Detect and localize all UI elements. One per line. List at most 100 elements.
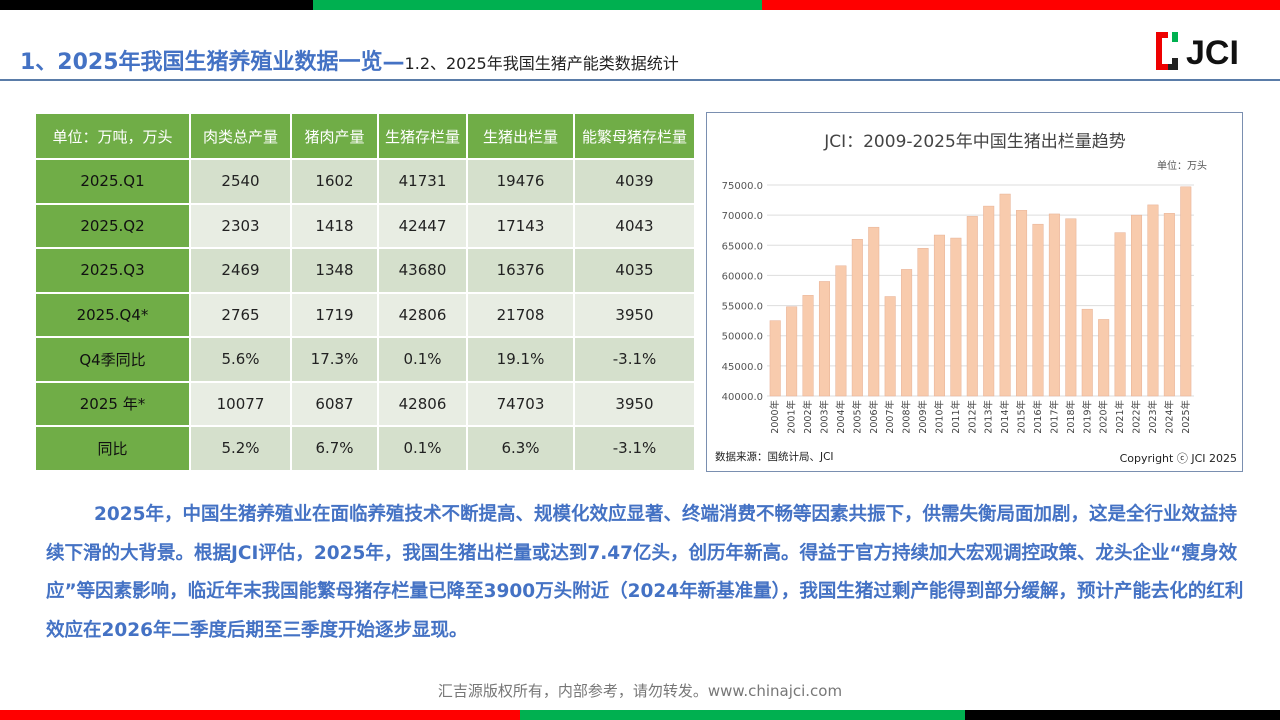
title-main: 1、2025年我国生猪养殖业数据一览—: [20, 50, 405, 75]
table-cell: 3950: [573, 380, 696, 427]
page-title: 1、2025年我国生猪养殖业数据一览—1.2、2025年我国生猪产能类数据统计: [20, 44, 679, 76]
table-row: 2025.Q1 2540 1602 41731 19476 4039: [34, 158, 696, 205]
y-tick-label: 40000.0: [722, 392, 763, 403]
table-cell: 0.1%: [377, 425, 468, 472]
x-tick-label: 2009年: [917, 400, 929, 434]
chart-bar: [786, 306, 798, 397]
analysis-paragraph: 2025年，中国生猪养殖业在面临养殖技术不断提高、规模化效应显著、终端消费不畅等…: [46, 504, 1244, 641]
bottom-bar-green: [520, 710, 965, 720]
x-tick-label: 2008年: [901, 400, 913, 434]
x-tick-label: 2025年: [1180, 400, 1192, 434]
table-cell: 2765: [189, 291, 292, 338]
table-cell: 2303: [189, 202, 292, 249]
table-row: 2025.Q2 2303 1418 42447 17143 4043: [34, 202, 696, 249]
chart-title: JCI：2009-2025年中国生猪出栏量趋势: [823, 132, 1126, 152]
table-cell: 6.3%: [466, 425, 575, 472]
column-header: 生猪出栏量: [466, 112, 575, 160]
table-row: Q4季同比 5.6% 17.3% 0.1% 19.1% -3.1%: [34, 336, 696, 383]
chart-bar: [1114, 232, 1126, 397]
x-tick-label: 2007年: [884, 400, 896, 434]
table-cell: 42806: [377, 291, 468, 338]
x-tick-label: 2010年: [933, 400, 945, 434]
table-cell: 6087: [290, 380, 379, 427]
chart-bar: [917, 248, 929, 397]
table-cell: 1719: [290, 291, 379, 338]
table-cell: 1418: [290, 202, 379, 249]
column-header: 猪肉产量: [290, 112, 379, 160]
table-row: 2025 年* 10077 6087 42806 74703 3950: [34, 380, 696, 427]
column-header: 肉类总产量: [189, 112, 292, 160]
column-header: 单位：万吨，万头: [34, 112, 191, 160]
table-cell: 2469: [189, 247, 292, 294]
row-label: 2025.Q1: [34, 158, 191, 205]
table-cell: 41731: [377, 158, 468, 205]
table-cell: 4043: [573, 202, 696, 249]
table-row: 2025.Q4* 2765 1719 42806 21708 3950: [34, 291, 696, 338]
table-cell: 74703: [466, 380, 575, 427]
hog-slaughter-chart: JCI：2009-2025年中国生猪出栏量趋势单位：万头 40000.0 45000…: [706, 112, 1243, 472]
chart-bar: [835, 265, 847, 397]
top-bar-red: [762, 0, 1280, 10]
x-tick-label: 2001年: [786, 400, 798, 434]
chart-unit: 单位：万头: [1157, 159, 1207, 172]
x-tick-label: 2013年: [983, 400, 995, 434]
chart-bar: [999, 193, 1011, 397]
chart-bar: [868, 226, 880, 397]
chart-bar: [966, 216, 978, 397]
x-tick-label: 2003年: [818, 400, 830, 434]
chart-bar: [983, 205, 995, 397]
table-cell: 19.1%: [466, 336, 575, 383]
table-cell: 4039: [573, 158, 696, 205]
column-header: 能繁母猪存栏量: [573, 112, 696, 160]
x-tick-label: 2018年: [1065, 400, 1077, 434]
chart-bar: [1180, 186, 1192, 397]
chart-bar: [1081, 308, 1093, 397]
chart-source: 数据来源：国统计局、JCI: [715, 450, 834, 463]
chart-bar: [1032, 223, 1044, 397]
x-tick-label: 2022年: [1131, 400, 1143, 434]
chart-bar: [1131, 214, 1143, 397]
x-tick-label: 2023年: [1147, 400, 1159, 434]
x-tick-label: 2020年: [1098, 400, 1110, 434]
row-label: 2025.Q4*: [34, 291, 191, 338]
x-tick-label: 2012年: [966, 400, 978, 434]
x-tick-label: 2015年: [1016, 400, 1028, 434]
x-tick-label: 2024年: [1163, 400, 1175, 434]
jci-logo: JCI: [1156, 32, 1239, 72]
y-tick-label: 60000.0: [722, 271, 763, 282]
table-cell: 3950: [573, 291, 696, 338]
bottom-bar-black: [965, 710, 1280, 720]
top-bar-black: [0, 0, 313, 10]
column-header: 生猪存栏量: [377, 112, 468, 160]
row-label: 2025.Q2: [34, 202, 191, 249]
x-tick-label: 2000年: [769, 400, 781, 434]
chart-bar: [851, 239, 863, 397]
title-sub: 1.2、2025年我国生猪产能类数据统计: [404, 54, 679, 73]
table-cell: 1348: [290, 247, 379, 294]
y-tick-label: 50000.0: [722, 332, 763, 343]
x-tick-label: 2004年: [835, 400, 847, 434]
chart-bar: [901, 269, 913, 397]
chart-bar: [933, 234, 945, 397]
row-label: 同比: [34, 425, 191, 472]
table-row: 同比 5.2% 6.7% 0.1% 6.3% -3.1%: [34, 425, 696, 472]
table-cell: 4035: [573, 247, 696, 294]
chart-bar: [1048, 213, 1060, 397]
capacity-data-table: 单位：万吨，万头 肉类总产量 猪肉产量 生猪存栏量 生猪出栏量 能繁母猪存栏量 2025.…: [34, 112, 696, 472]
table-cell: 17.3%: [290, 336, 379, 383]
x-tick-label: 2011年: [950, 400, 962, 434]
chart-bar: [769, 320, 781, 397]
divider: [0, 79, 1280, 81]
table-cell: 17143: [466, 202, 575, 249]
table-cell: 43680: [377, 247, 468, 294]
table-cell: -3.1%: [573, 336, 696, 383]
y-tick-label: 45000.0: [722, 362, 763, 373]
table-cell: 10077: [189, 380, 292, 427]
row-label: 2025.Q3: [34, 247, 191, 294]
x-tick-label: 2019年: [1081, 400, 1093, 434]
y-tick-label: 70000.0: [722, 211, 763, 222]
x-tick-label: 2016年: [1032, 400, 1044, 434]
x-tick-label: 2005年: [851, 400, 863, 434]
table-cell: 16376: [466, 247, 575, 294]
